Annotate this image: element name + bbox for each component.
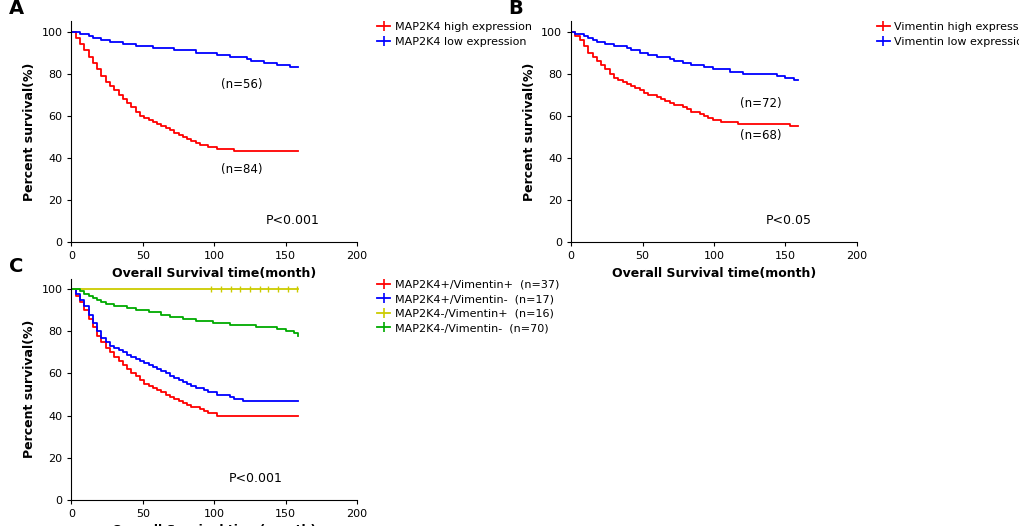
X-axis label: Overall Survival time(month): Overall Survival time(month)	[112, 524, 316, 526]
Text: (n=56): (n=56)	[221, 78, 263, 92]
Y-axis label: Percent survival(%): Percent survival(%)	[522, 62, 535, 201]
Text: (n=72): (n=72)	[739, 97, 781, 110]
Text: (n=84): (n=84)	[221, 163, 263, 176]
Text: P<0.001: P<0.001	[228, 472, 282, 485]
Text: B: B	[507, 0, 523, 18]
X-axis label: Overall Survival time(month): Overall Survival time(month)	[112, 267, 316, 279]
Text: A: A	[8, 0, 23, 18]
Legend: MAP2K4+/Vimentin+  (n=37), MAP2K4+/Vimentin-  (n=17), MAP2K4-/Vimentin+  (n=16),: MAP2K4+/Vimentin+ (n=37), MAP2K4+/Viment…	[376, 280, 558, 333]
Text: (n=68): (n=68)	[739, 129, 781, 142]
Y-axis label: Percent survival(%): Percent survival(%)	[22, 320, 36, 459]
Legend: MAP2K4 high expression, MAP2K4 low expression: MAP2K4 high expression, MAP2K4 low expre…	[376, 22, 531, 47]
Legend: Vimentin high expression, Vimentin low expression: Vimentin high expression, Vimentin low e…	[875, 22, 1019, 47]
Y-axis label: Percent survival(%): Percent survival(%)	[22, 62, 36, 201]
Text: P<0.001: P<0.001	[265, 214, 319, 227]
Text: C: C	[8, 257, 22, 276]
X-axis label: Overall Survival time(month): Overall Survival time(month)	[611, 267, 815, 279]
Text: P<0.05: P<0.05	[764, 214, 810, 227]
